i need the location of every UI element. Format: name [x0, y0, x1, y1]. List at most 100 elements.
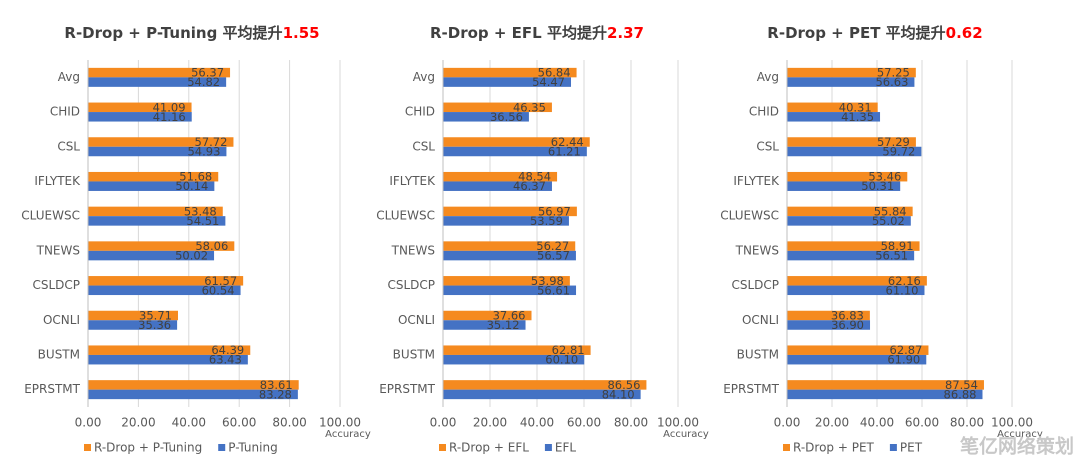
- bar: [88, 285, 241, 296]
- value-label: 51.68: [179, 170, 212, 184]
- bar: [88, 276, 244, 286]
- y-tick-label: IFLYTEK: [389, 174, 436, 188]
- bar: [787, 389, 983, 400]
- legend-swatch: [84, 444, 91, 451]
- y-tick-label: BUSTM: [393, 347, 435, 361]
- value-label: 56.97: [538, 204, 571, 218]
- bar: [443, 320, 526, 330]
- value-label: 54.82: [187, 75, 220, 89]
- value-label: 83.28: [259, 387, 292, 401]
- legend-label: P-Tuning: [228, 441, 277, 455]
- y-tick-label: CSL: [57, 139, 80, 153]
- legend-swatch: [889, 444, 897, 451]
- bar: [787, 250, 915, 261]
- bar: [88, 216, 226, 226]
- bar: [88, 320, 178, 330]
- bar: [88, 345, 251, 355]
- x-tick-label: 20.00: [473, 416, 507, 430]
- value-label: 53.46: [868, 170, 901, 184]
- x-tick-label: 60.00: [222, 416, 256, 430]
- bar: [787, 320, 871, 330]
- bar: [443, 137, 590, 147]
- value-label: 87.54: [945, 378, 978, 392]
- legend-label: EFL: [555, 441, 576, 455]
- chart: R-Drop + P-Tuning 平均提升1.55 0.00 20.00 40.00…: [21, 24, 371, 455]
- value-label: 62.44: [551, 135, 584, 149]
- value-label: 48.54: [518, 170, 551, 184]
- bar: [88, 146, 227, 157]
- value-label: 57.72: [195, 135, 228, 149]
- x-tick-label: 100.00: [657, 416, 699, 430]
- x-tick-label: 40.00: [520, 416, 554, 430]
- bar: [443, 67, 577, 78]
- bar: [787, 285, 925, 296]
- value-label: 61.57: [204, 274, 237, 288]
- y-tick-label: EPRSTMT: [723, 382, 779, 396]
- y-tick-label: CLUEWSC: [376, 209, 435, 223]
- y-tick-label: CSLDCP: [387, 278, 435, 292]
- bar: [443, 354, 585, 365]
- bar: [443, 77, 572, 87]
- value-label: 46.37: [513, 179, 546, 193]
- value-label: 54.93: [187, 145, 220, 159]
- bar: [88, 250, 215, 261]
- value-label: 58.06: [195, 239, 228, 253]
- bar: [443, 171, 558, 182]
- value-label: 54.47: [532, 75, 565, 89]
- bar: [443, 380, 647, 390]
- value-label: 40.31: [839, 100, 872, 114]
- value-label: 63.43: [209, 353, 242, 367]
- bar: [88, 380, 299, 390]
- value-label: 61.10: [886, 283, 919, 297]
- x-axis-label: Accuracy: [997, 429, 1043, 440]
- bar: [88, 389, 298, 400]
- value-label: 37.66: [493, 309, 526, 323]
- x-tick-label: 60.00: [567, 416, 601, 430]
- value-label: 61.21: [548, 145, 581, 159]
- bar: [787, 380, 984, 390]
- bar: [787, 102, 878, 113]
- y-tick-label: TNEWS: [391, 243, 435, 257]
- y-tick-label: EPRSTMT: [24, 382, 80, 396]
- x-tick-label: 0.00: [774, 416, 801, 430]
- value-label: 61.90: [887, 353, 920, 367]
- x-tick-label: 20.00: [121, 416, 155, 430]
- y-tick-label: TNEWS: [735, 243, 779, 257]
- legend-label: R-Drop + PET: [793, 441, 875, 455]
- legend-label: R-Drop + EFL: [449, 441, 529, 455]
- bar: [787, 77, 915, 87]
- bar: [88, 77, 227, 87]
- x-tick-label: 100.00: [991, 416, 1033, 430]
- value-label: 83.61: [260, 378, 293, 392]
- bar: [88, 67, 231, 78]
- y-tick-label: CSLDCP: [32, 278, 80, 292]
- bar: [88, 241, 235, 251]
- value-label: 86.56: [607, 378, 640, 392]
- bar: [787, 181, 901, 191]
- bar: [443, 250, 576, 261]
- value-label: 57.29: [877, 135, 910, 149]
- value-label: 36.83: [831, 309, 864, 323]
- value-label: 41.16: [153, 110, 186, 124]
- value-label: 62.81: [552, 343, 585, 357]
- value-label: 58.91: [881, 239, 914, 253]
- bar: [443, 102, 552, 113]
- value-label: 62.16: [888, 274, 921, 288]
- y-tick-label: Avg: [757, 70, 779, 84]
- value-label: 55.84: [874, 204, 907, 218]
- x-tick-label: 0.00: [430, 416, 457, 430]
- y-tick-label: IFLYTEK: [34, 174, 81, 188]
- legend-swatch: [439, 444, 446, 451]
- value-label: 86.88: [944, 387, 977, 401]
- value-label: 56.84: [538, 66, 571, 80]
- value-label: 53.98: [531, 274, 564, 288]
- x-tick-label: 40.00: [860, 416, 894, 430]
- value-label: 56.37: [191, 66, 224, 80]
- bar: [443, 206, 577, 217]
- y-tick-label: OCNLI: [43, 313, 80, 327]
- value-label: 41.35: [841, 110, 874, 124]
- title-text: R-Drop + PET 平均提升: [767, 24, 945, 42]
- value-label: 36.90: [831, 318, 864, 332]
- value-label: 84.10: [602, 387, 635, 401]
